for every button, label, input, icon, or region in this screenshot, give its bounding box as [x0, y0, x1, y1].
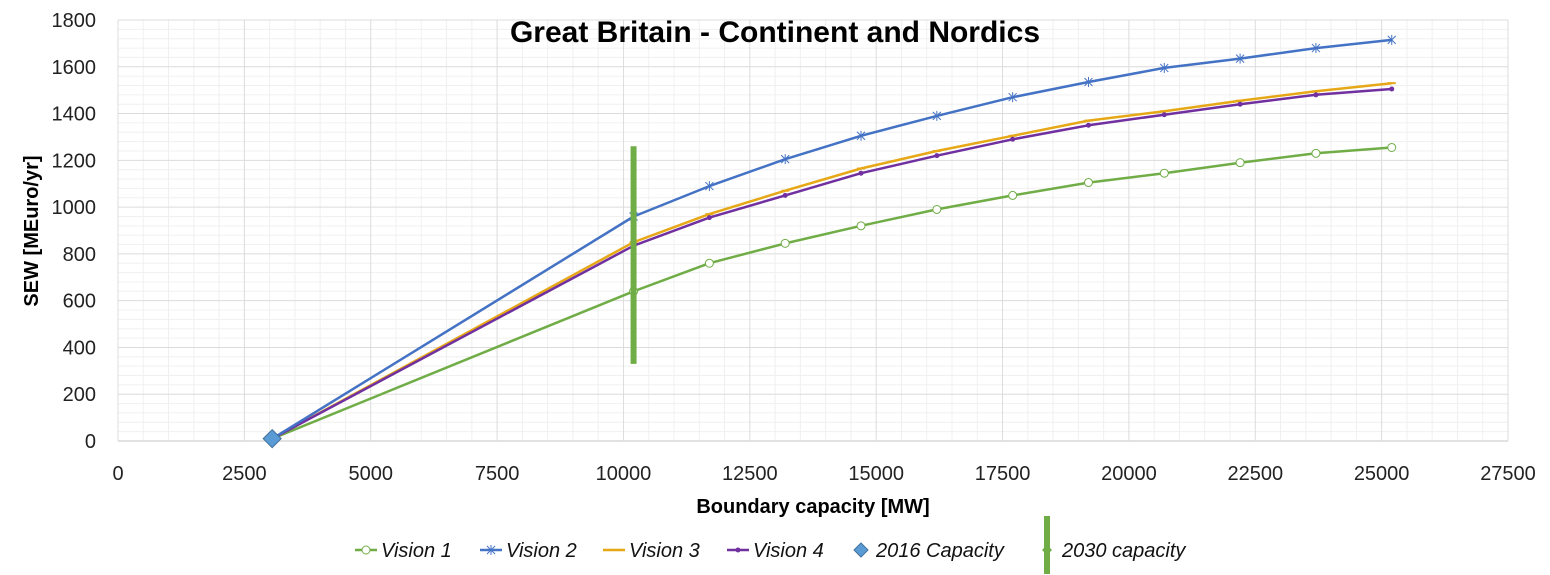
legend-item-vision-1: Vision 1 — [355, 540, 452, 562]
legend-marker — [1042, 545, 1052, 555]
series-line — [271, 146, 1392, 440]
y-tick-label: 1800 — [52, 10, 97, 32]
legend-item-vision-4: Vision 4 — [727, 540, 824, 562]
x-tick-label: 7500 — [475, 463, 520, 485]
y-tick-label: 1400 — [52, 104, 97, 126]
series-line — [271, 87, 1392, 440]
data-point — [858, 170, 864, 176]
data-point — [1237, 101, 1243, 107]
data-point — [1311, 148, 1321, 158]
data-point — [856, 221, 866, 231]
x-tick-label: 27500 — [1480, 463, 1536, 485]
y-tick-label: 600 — [63, 291, 96, 313]
legend-label: Vision 2 — [506, 540, 577, 562]
legend-label: 2016 Capacity — [875, 540, 1005, 562]
x-axis-ticks: 0 2500 5000 7500 10000 12500 15000 17500 20000 22… — [112, 463, 1535, 485]
data-point — [1085, 122, 1091, 128]
data-point — [704, 258, 714, 268]
x-tick-label: 25000 — [1354, 463, 1410, 485]
legend-label: Vision 4 — [753, 540, 824, 562]
series-vision-4 — [271, 86, 1395, 440]
data-point — [780, 154, 790, 165]
x-tick-label: 5000 — [348, 463, 393, 485]
data-point — [782, 192, 788, 198]
data-point — [1008, 190, 1018, 200]
y-axis-title: SEW [MEuro/yr] — [21, 155, 43, 306]
data-point — [932, 204, 942, 214]
legend-item-2016-capacity: 2016 Capacity — [853, 540, 1005, 562]
data-point — [780, 238, 790, 248]
series-layer — [262, 34, 1397, 449]
legend-label: 2030 capacity — [1061, 540, 1186, 562]
data-point — [934, 153, 940, 159]
data-point — [856, 130, 866, 141]
data-point — [1387, 34, 1397, 45]
legend-label: Vision 3 — [629, 540, 700, 562]
y-tick-label: 0 — [85, 431, 96, 453]
data-point — [1235, 158, 1245, 168]
data-point — [1010, 136, 1016, 142]
series-vision-1 — [271, 142, 1397, 440]
x-tick-label: 22500 — [1227, 463, 1283, 485]
legend-marker — [361, 545, 371, 555]
x-axis-title: Boundary capacity [MW] — [696, 496, 929, 518]
data-point — [706, 215, 712, 221]
x-tick-label: 15000 — [848, 463, 904, 485]
data-point — [1235, 53, 1245, 64]
data-point — [1387, 142, 1397, 152]
y-tick-label: 1600 — [52, 57, 97, 79]
data-point — [1008, 92, 1018, 103]
legend-item-vision-2: Vision 2 — [480, 540, 577, 562]
minor-gridlines — [118, 20, 1508, 441]
series-vision-3 — [271, 81, 1396, 440]
y-tick-label: 200 — [63, 384, 96, 406]
x-tick-label: 12500 — [722, 463, 778, 485]
x-tick-label: 2500 — [222, 463, 267, 485]
data-point — [1159, 62, 1169, 73]
data-point — [932, 110, 942, 121]
legend-item-vision-3: Vision 3 — [603, 540, 700, 562]
x-tick-label: 10000 — [596, 463, 652, 485]
chart-title: Great Britain - Continent and Nordics — [510, 16, 1040, 49]
data-point — [1161, 112, 1167, 118]
x-tick-label: 20000 — [1101, 463, 1157, 485]
data-point — [1084, 76, 1093, 87]
series-2016-capacity — [262, 428, 282, 449]
data-point — [705, 181, 714, 192]
legend-marker — [735, 547, 741, 553]
x-tick-label: 17500 — [975, 463, 1031, 485]
data-point — [1083, 178, 1093, 188]
y-tick-label: 1000 — [52, 197, 97, 219]
data-point — [1389, 86, 1395, 92]
data-point — [1159, 168, 1169, 178]
data-point — [262, 428, 282, 449]
y-tick-label: 1200 — [52, 150, 97, 172]
legend-marker — [853, 542, 869, 558]
legend-marker — [486, 545, 496, 555]
x-tick-label: 0 — [112, 463, 123, 485]
legend-item-2030-capacity: 2030 capacity — [1042, 516, 1186, 574]
y-tick-label: 800 — [63, 244, 96, 266]
series-vision-2 — [271, 34, 1397, 440]
data-point — [1313, 92, 1319, 98]
series-line — [271, 38, 1392, 440]
data-point — [1311, 43, 1321, 54]
major-gridlines — [117, 19, 1509, 442]
y-axis-ticks: 0 200 400 600 800 1000 1200 1400 1600 1800 — [52, 10, 97, 453]
legend: Vision 1 Vision 2 Vision 3 Vision 4 2016 Cap… — [355, 516, 1186, 574]
legend-label: Vision 1 — [381, 540, 452, 562]
y-tick-label: 400 — [63, 337, 96, 359]
series-line — [271, 81, 1392, 440]
